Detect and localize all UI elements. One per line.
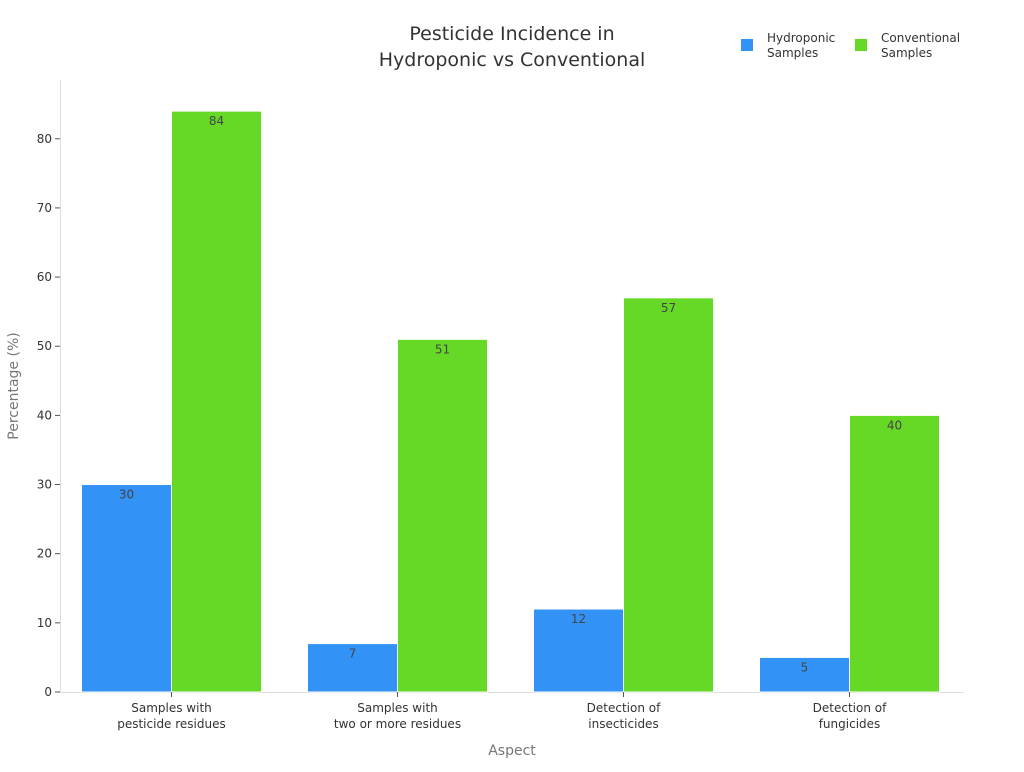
bar-value-label: 51 (435, 342, 450, 356)
bar-value-label: 84 (209, 114, 224, 128)
y-tick-label: 0 (44, 685, 52, 699)
y-tick-label: 80 (37, 132, 52, 146)
y-tick-label: 50 (37, 339, 52, 353)
x-axis-ticks: Samples with pesticide residues Samples wi… (117, 692, 887, 731)
x-tick-label: Detection of fungicides (813, 701, 887, 731)
y-tick-label: 70 (37, 201, 52, 215)
legend: Hydroponic Samples Conventional Samples (741, 31, 960, 60)
bar-value-label: 5 (801, 660, 809, 674)
y-tick-label: 40 (37, 408, 52, 422)
bar (533, 608, 624, 693)
y-tick-label: 20 (37, 547, 52, 561)
bar (849, 414, 940, 693)
data-labels: 30 84 7 51 12 57 5 40 (119, 114, 902, 674)
bar (81, 484, 172, 693)
bar-value-label: 57 (661, 301, 676, 315)
legend-swatch (741, 39, 753, 51)
chart-title-line: Hydroponic vs Conventional (379, 49, 646, 71)
y-axis-ticks: 0 10 20 30 40 50 60 70 80 (37, 132, 60, 699)
legend-swatch (855, 39, 867, 51)
legend-label: Hydroponic Samples (767, 31, 835, 60)
chart-title: Pesticide Incidence in Hydroponic vs Conv… (379, 23, 646, 71)
y-axis-title: Percentage (%) (6, 332, 22, 439)
bar (397, 338, 488, 693)
y-tick-label: 30 (37, 478, 52, 492)
x-tick-label: Detection of insecticides (587, 701, 661, 731)
bar-value-label: 40 (887, 418, 902, 432)
bar (307, 643, 398, 693)
x-tick-label: Samples with pesticide residues (117, 701, 226, 731)
x-tick-label: Samples with two or more residues (334, 701, 461, 731)
legend-label: Conventional Samples (881, 31, 960, 60)
bar-value-label: 30 (119, 488, 134, 502)
bars (81, 110, 940, 693)
bar-value-label: 12 (571, 612, 586, 626)
x-axis-title: Aspect (488, 743, 536, 759)
bar-value-label: 7 (349, 647, 357, 661)
y-tick-label: 60 (37, 270, 52, 284)
legend-item: Conventional Samples (855, 31, 960, 60)
bar (623, 297, 714, 693)
legend-item: Hydroponic Samples (741, 31, 835, 60)
y-tick-label: 10 (37, 616, 52, 630)
chart-title-line: Pesticide Incidence in (409, 23, 614, 45)
bar (171, 110, 262, 693)
